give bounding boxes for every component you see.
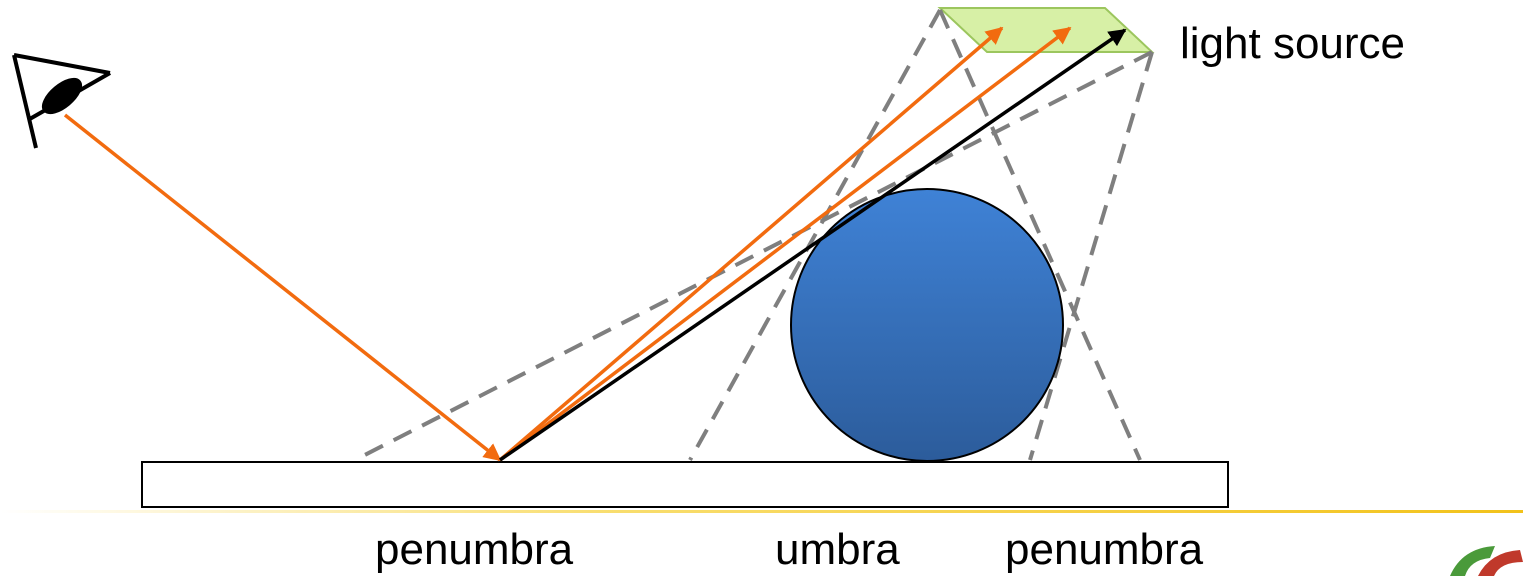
ground-plane: [142, 462, 1228, 507]
penumbra-label: penumbra: [375, 525, 574, 574]
umbra-label: umbra: [775, 525, 900, 574]
eye-icon: [14, 55, 110, 148]
logo: [1450, 546, 1523, 576]
penumbra-label: penumbra: [1005, 525, 1204, 574]
diagram: light source penumbra umbra penumbra: [0, 0, 1523, 576]
light-source-label: light source: [1180, 19, 1405, 68]
slide-rule: [0, 510, 1523, 513]
